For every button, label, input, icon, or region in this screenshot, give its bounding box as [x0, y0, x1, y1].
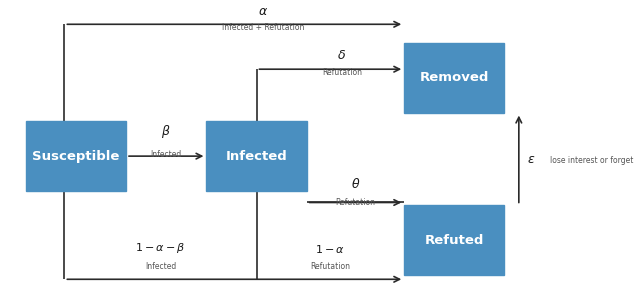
FancyBboxPatch shape: [206, 121, 307, 191]
Text: $\beta$: $\beta$: [161, 123, 171, 140]
Text: Infected + Refutation: Infected + Refutation: [222, 23, 304, 32]
Text: lose interest or forget: lose interest or forget: [550, 156, 634, 165]
Text: $1-\alpha-\beta$: $1-\alpha-\beta$: [135, 241, 186, 255]
Text: $\alpha$: $\alpha$: [258, 5, 268, 18]
Text: Refuted: Refuted: [424, 234, 484, 247]
FancyBboxPatch shape: [404, 205, 504, 275]
Text: Refutation: Refutation: [310, 263, 350, 271]
Text: Susceptible: Susceptible: [32, 150, 120, 163]
Text: $\delta$: $\delta$: [337, 49, 346, 62]
Text: $\varepsilon$: $\varepsilon$: [527, 153, 536, 165]
FancyBboxPatch shape: [404, 43, 504, 113]
Text: Refutation: Refutation: [322, 68, 362, 77]
FancyBboxPatch shape: [26, 121, 126, 191]
Text: $\theta$: $\theta$: [351, 177, 360, 191]
Text: Infected: Infected: [145, 263, 176, 271]
Text: Refutation: Refutation: [335, 198, 376, 207]
Text: Removed: Removed: [420, 72, 489, 84]
Text: Infected: Infected: [226, 150, 287, 163]
Text: $1-\alpha$: $1-\alpha$: [316, 243, 345, 255]
Text: Infected: Infected: [150, 150, 182, 159]
